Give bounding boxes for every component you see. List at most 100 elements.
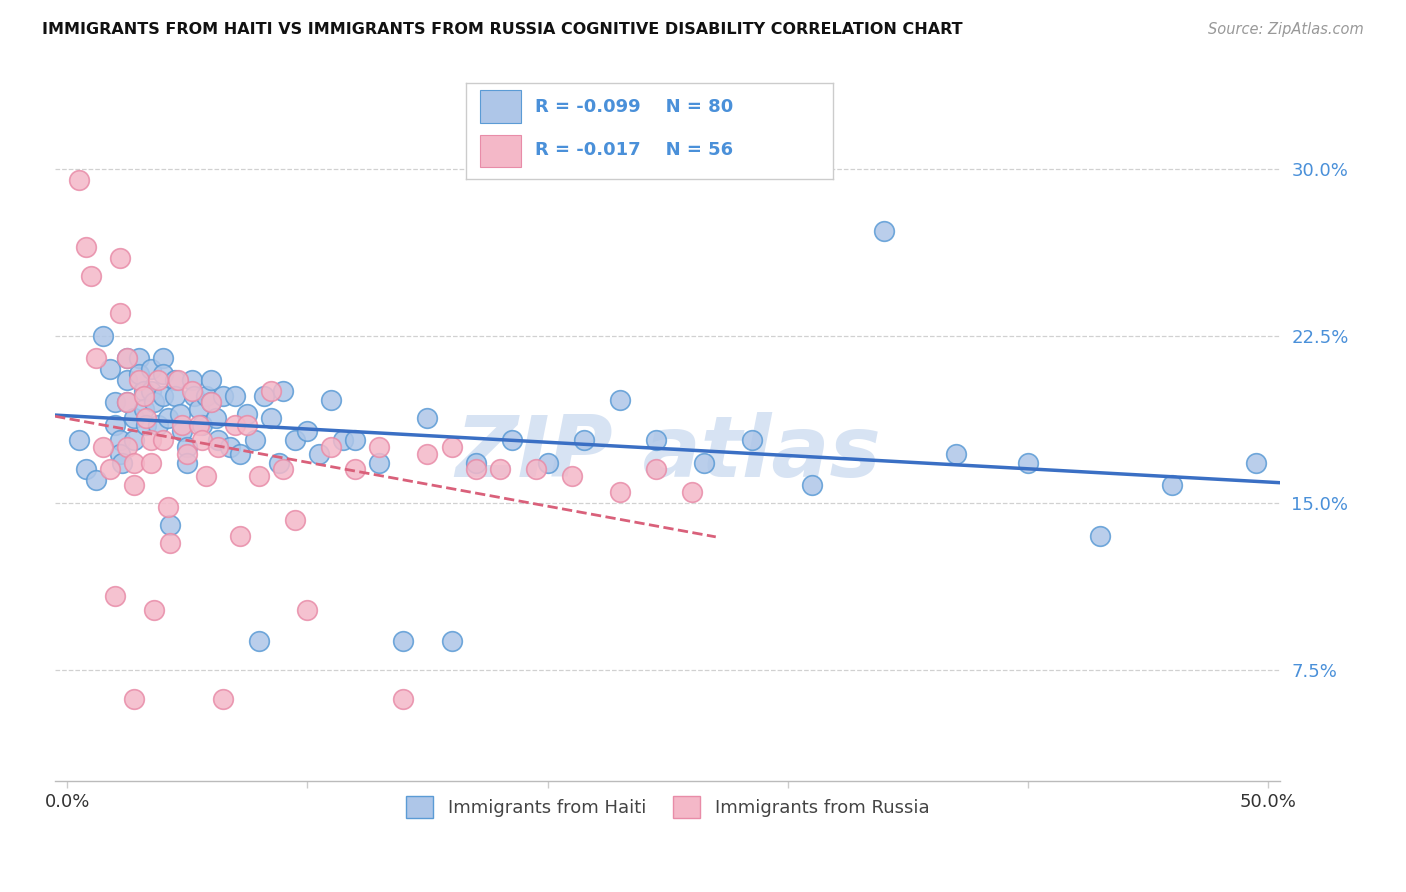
Point (165, 373, 187, 387)
Point (128, 373, 150, 387)
Point (84, 351, 107, 365)
Point (84, 474, 107, 488)
Point (297, 425, 319, 439)
Point (224, 389, 246, 403)
Point (104, 395, 127, 409)
Point (141, 434, 163, 448)
Point (100, 462, 122, 476)
Point (176, 440, 198, 454)
Point (176, 456, 198, 470)
Point (693, 456, 716, 470)
Point (1161, 478, 1184, 492)
Point (67, 173, 90, 187)
Point (297, 602, 319, 616)
Point (644, 462, 666, 476)
Point (67, 434, 90, 448)
Point (91, 440, 114, 454)
Point (128, 367, 150, 381)
Point (224, 417, 246, 432)
Point (111, 456, 134, 470)
Point (115, 373, 138, 387)
Point (416, 447, 439, 461)
Point (572, 434, 595, 448)
Text: IMMIGRANTS FROM HAITI VS IMMIGRANTS FROM RUSSIA COGNITIVE DISABILITY CORRELATION: IMMIGRANTS FROM HAITI VS IMMIGRANTS FROM… (42, 22, 963, 37)
Point (135, 411, 157, 425)
Point (368, 456, 391, 470)
Point (501, 434, 523, 448)
Point (152, 367, 174, 381)
Point (142, 395, 165, 409)
Point (115, 351, 138, 365)
Point (115, 395, 138, 409)
Point (368, 440, 391, 454)
Text: Source: ZipAtlas.com: Source: ZipAtlas.com (1208, 22, 1364, 37)
Point (141, 456, 163, 470)
Point (124, 456, 146, 470)
Point (141, 362, 163, 376)
Point (108, 447, 131, 461)
Point (181, 384, 204, 399)
Point (115, 395, 138, 409)
Point (190, 434, 212, 448)
Point (536, 456, 558, 470)
Point (284, 434, 307, 448)
Point (128, 351, 150, 365)
Point (132, 389, 155, 403)
Point (104, 417, 127, 432)
Point (132, 402, 155, 417)
Point (416, 411, 439, 425)
Point (176, 447, 198, 461)
Point (207, 434, 229, 448)
Point (200, 395, 222, 409)
Point (1088, 529, 1111, 543)
Point (308, 447, 330, 461)
Point (260, 384, 283, 399)
Point (440, 633, 463, 648)
Point (152, 351, 174, 365)
Point (609, 393, 631, 408)
Point (440, 440, 463, 454)
Point (524, 462, 547, 476)
Point (1017, 456, 1039, 470)
Point (157, 500, 180, 515)
Point (124, 691, 146, 706)
Point (75, 462, 97, 476)
Point (91, 328, 114, 343)
Point (644, 434, 666, 448)
Point (344, 434, 367, 448)
Point (284, 514, 307, 528)
Point (124, 411, 146, 425)
Point (332, 434, 354, 448)
Point (207, 440, 229, 454)
Point (148, 373, 170, 387)
Point (142, 602, 165, 616)
Point (172, 417, 194, 432)
Point (321, 440, 343, 454)
Point (100, 362, 122, 376)
Point (135, 417, 157, 432)
Point (166, 373, 188, 387)
Point (148, 417, 170, 432)
Point (115, 351, 138, 365)
Point (104, 589, 127, 603)
Point (212, 691, 235, 706)
Point (800, 478, 823, 492)
Point (205, 411, 228, 425)
Point (229, 447, 252, 461)
Point (236, 407, 259, 421)
Point (561, 469, 583, 483)
Point (392, 633, 415, 648)
Point (190, 417, 212, 432)
Point (243, 434, 266, 448)
Point (108, 434, 131, 448)
Point (152, 389, 174, 403)
Point (159, 535, 181, 549)
Point (873, 224, 896, 238)
Point (80, 268, 103, 283)
Point (188, 417, 211, 432)
Point (681, 484, 703, 499)
Point (464, 456, 486, 470)
Point (212, 389, 235, 403)
Point (165, 389, 187, 403)
Point (200, 373, 222, 387)
